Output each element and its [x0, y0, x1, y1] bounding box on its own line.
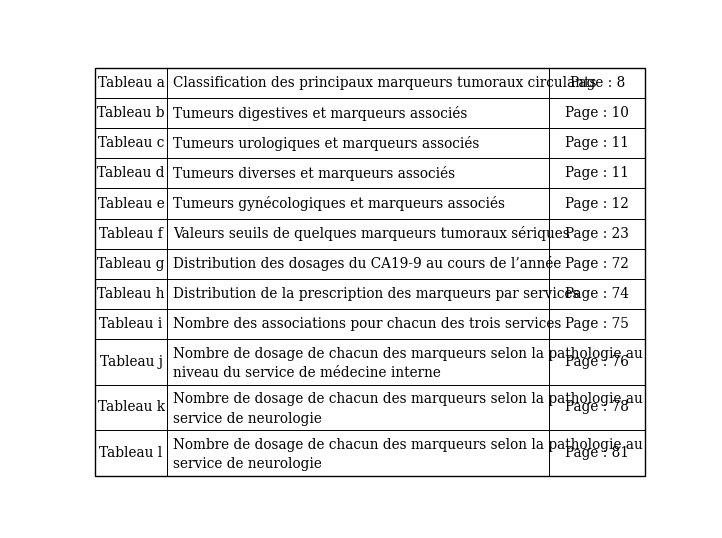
Bar [168, 385, 549, 430]
Bar [168, 430, 549, 476]
Text: Tableau e: Tableau e [97, 196, 165, 210]
Text: Page : 81: Page : 81 [565, 446, 629, 460]
Text: Distribution des dosages du CA19-9 au cours de l’année: Distribution des dosages du CA19-9 au co… [173, 256, 562, 271]
Bar [95, 249, 168, 279]
Text: Page : 23: Page : 23 [565, 226, 629, 240]
Bar [549, 188, 645, 218]
Bar [95, 98, 168, 128]
Bar [168, 68, 549, 98]
Bar [95, 279, 168, 309]
Text: Tableau h: Tableau h [97, 287, 165, 301]
Bar [95, 218, 168, 249]
Bar [95, 68, 168, 98]
Bar [168, 218, 549, 249]
Text: Valeurs seuils de quelques marqueurs tumoraux sériques: Valeurs seuils de quelques marqueurs tum… [173, 226, 570, 241]
Bar [168, 158, 549, 188]
Text: Tableau g: Tableau g [97, 257, 165, 271]
Text: Tableau a: Tableau a [97, 76, 165, 90]
Text: Tableau k: Tableau k [97, 400, 165, 414]
Bar [549, 68, 645, 98]
Text: Tableau f: Tableau f [99, 226, 163, 240]
Bar [549, 385, 645, 430]
Text: Tableau c: Tableau c [98, 136, 164, 150]
Text: Tumeurs gynécologiques et marqueurs associés: Tumeurs gynécologiques et marqueurs asso… [173, 196, 505, 211]
Bar [95, 188, 168, 218]
Text: Tableau d: Tableau d [97, 166, 165, 180]
Text: Page : 74: Page : 74 [565, 287, 629, 301]
Bar [549, 158, 645, 188]
Text: Page : 8: Page : 8 [570, 76, 625, 90]
Bar [168, 188, 549, 218]
Bar [168, 128, 549, 158]
Text: Page : 76: Page : 76 [565, 355, 629, 369]
Text: Tableau b: Tableau b [97, 106, 165, 120]
Bar [95, 309, 168, 339]
Text: Page : 11: Page : 11 [565, 136, 629, 150]
Text: Nombre de dosage de chacun des marqueurs selon la pathologie au
service de neuro: Nombre de dosage de chacun des marqueurs… [173, 437, 643, 471]
Text: Tableau i: Tableau i [100, 317, 162, 331]
Bar [168, 309, 549, 339]
Bar [549, 339, 645, 385]
Bar [549, 279, 645, 309]
Bar [95, 430, 168, 476]
Bar [549, 98, 645, 128]
Bar [549, 218, 645, 249]
Text: Nombre de dosage de chacun des marqueurs selon la pathologie au
niveau du servic: Nombre de dosage de chacun des marqueurs… [173, 346, 643, 380]
Bar [95, 128, 168, 158]
Text: Distribution de la prescription des marqueurs par services: Distribution de la prescription des marq… [173, 287, 580, 301]
Bar [168, 249, 549, 279]
Text: Tumeurs digestives et marqueurs associés: Tumeurs digestives et marqueurs associés [173, 105, 467, 121]
Text: Page : 78: Page : 78 [565, 400, 629, 414]
Text: Tumeurs urologiques et marqueurs associés: Tumeurs urologiques et marqueurs associé… [173, 136, 479, 151]
Text: Page : 11: Page : 11 [565, 166, 629, 180]
Text: Page : 75: Page : 75 [565, 317, 629, 331]
Text: Tumeurs diverses et marqueurs associés: Tumeurs diverses et marqueurs associés [173, 166, 455, 181]
Bar [168, 98, 549, 128]
Bar [549, 430, 645, 476]
Bar [168, 279, 549, 309]
Bar [549, 309, 645, 339]
Text: Page : 72: Page : 72 [565, 257, 629, 271]
Text: Tableau j: Tableau j [100, 355, 162, 369]
Text: Tableau l: Tableau l [100, 446, 162, 460]
Bar [549, 249, 645, 279]
Text: Page : 10: Page : 10 [565, 106, 629, 120]
Bar [95, 385, 168, 430]
Bar [95, 339, 168, 385]
Bar [549, 128, 645, 158]
Text: Page : 12: Page : 12 [565, 196, 629, 210]
Text: Nombre de dosage de chacun des marqueurs selon la pathologie au
service de neuro: Nombre de dosage de chacun des marqueurs… [173, 392, 643, 426]
Text: Classification des principaux marqueurs tumoraux circulants: Classification des principaux marqueurs … [173, 76, 596, 90]
Bar [168, 339, 549, 385]
Bar [95, 158, 168, 188]
Text: Nombre des associations pour chacun des trois services: Nombre des associations pour chacun des … [173, 317, 562, 331]
